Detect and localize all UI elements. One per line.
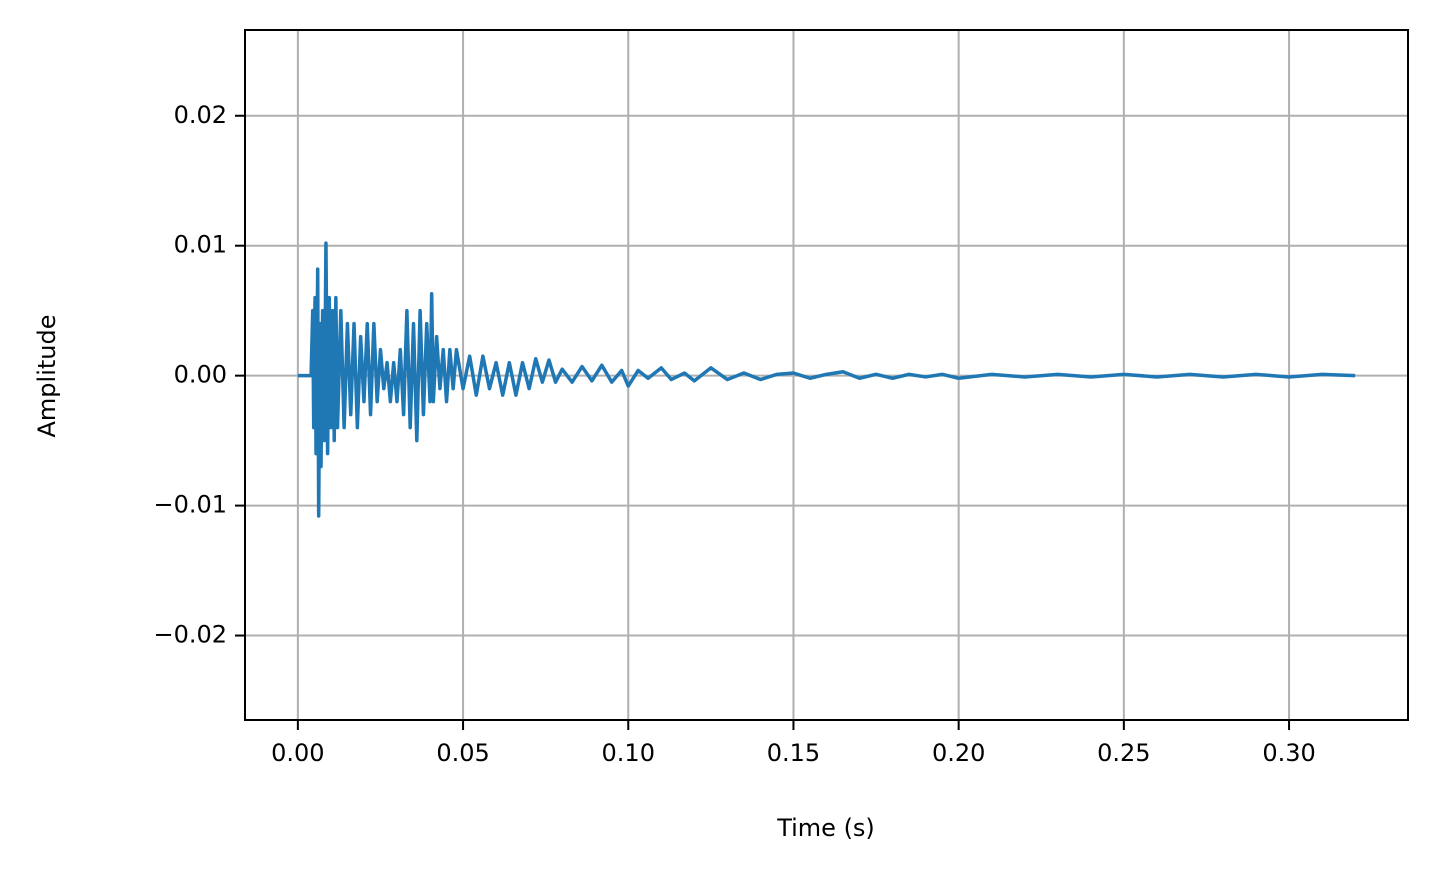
x-axis-label: Time (s) xyxy=(776,814,875,842)
y-tick-label: 0.02 xyxy=(174,101,227,129)
x-tick-label: 0.25 xyxy=(1097,739,1150,767)
x-tick-label: 0.00 xyxy=(271,739,324,767)
x-tick-label: 0.20 xyxy=(932,739,985,767)
x-tick-label: 0.05 xyxy=(436,739,489,767)
x-tick-label: 0.10 xyxy=(602,739,655,767)
y-tick-label: −0.02 xyxy=(153,621,227,649)
x-tick-label: 0.15 xyxy=(767,739,820,767)
waveform-line xyxy=(297,241,1356,518)
x-tick-label: 0.30 xyxy=(1262,739,1315,767)
plot-frame xyxy=(244,29,1409,721)
y-tick-label: 0.00 xyxy=(174,361,227,389)
y-tick-label: −0.01 xyxy=(153,491,227,519)
y-tick-label: 0.01 xyxy=(174,231,227,259)
y-axis-label: Amplitude xyxy=(33,315,61,438)
